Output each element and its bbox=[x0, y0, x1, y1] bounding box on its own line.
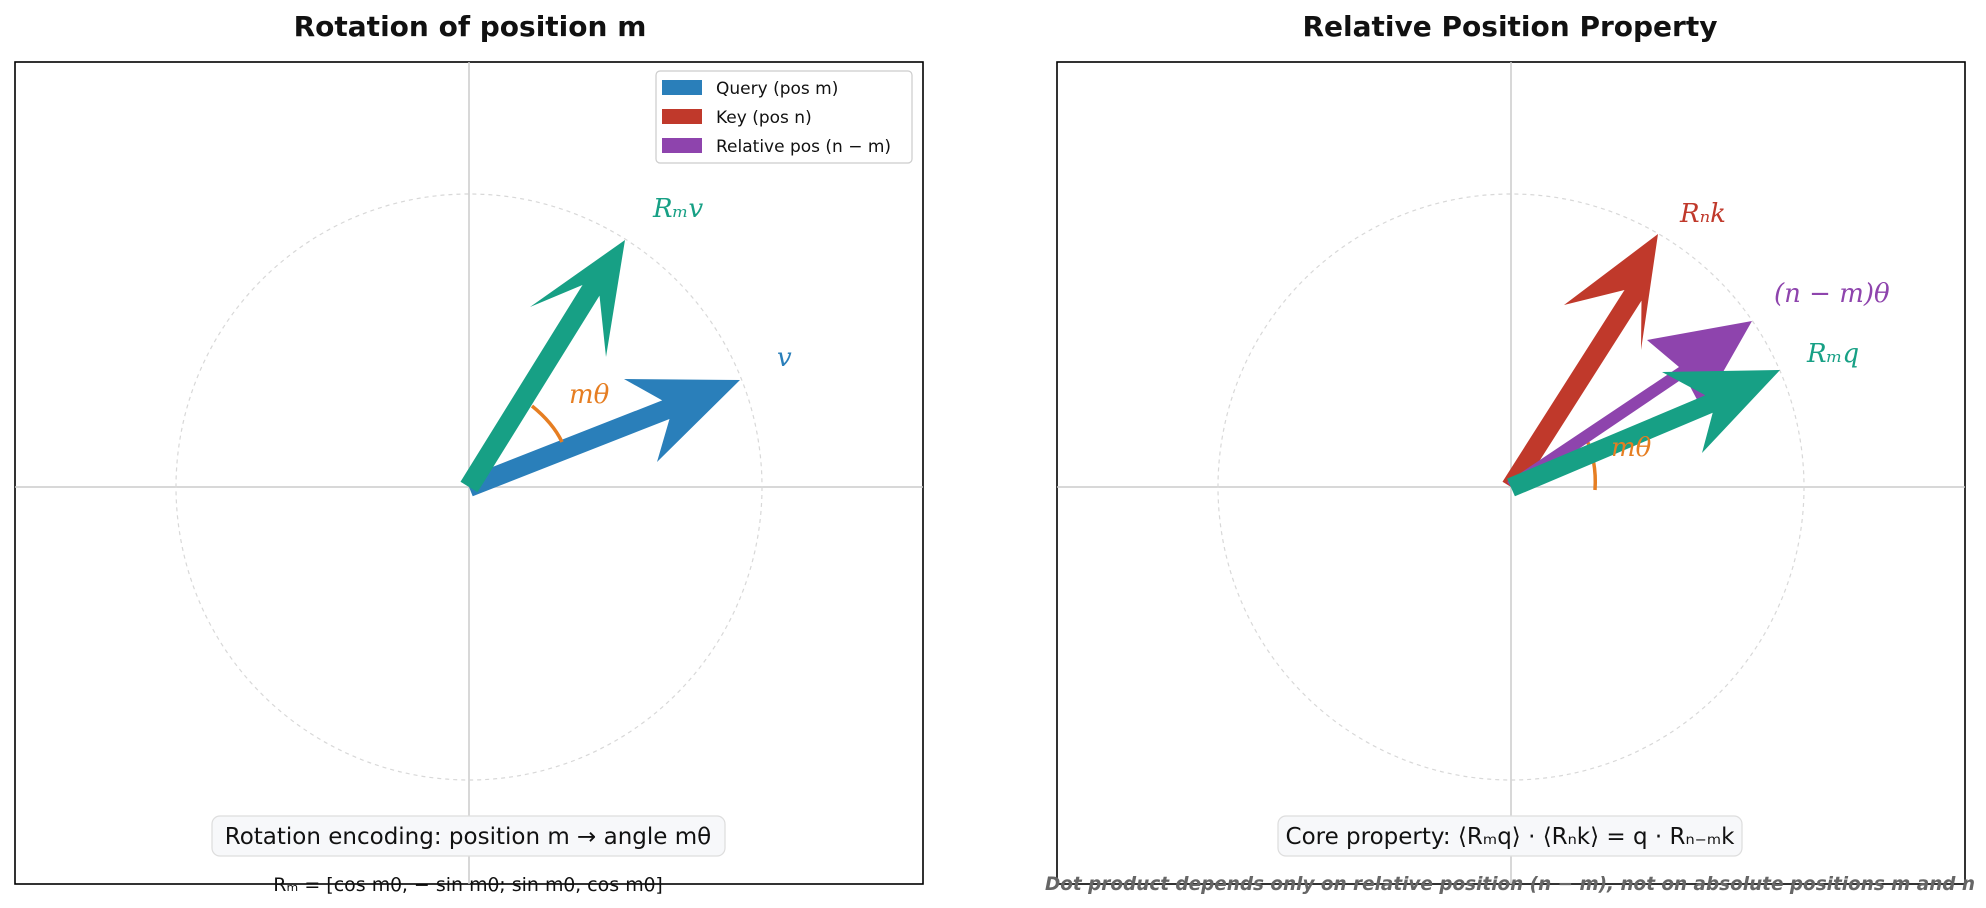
label-v: v bbox=[777, 343, 792, 373]
relative-vector-arrow bbox=[1507, 321, 1752, 492]
left-label-angle: mθ bbox=[569, 380, 610, 410]
label-relative-angle: (n − m)θ bbox=[1774, 279, 1890, 309]
left-info-box bbox=[211, 815, 726, 857]
legend-swatch-relative bbox=[662, 138, 702, 153]
left-unit-circle bbox=[175, 193, 763, 781]
query-vector-rmq-arrow bbox=[1507, 370, 1780, 497]
rotation-matrix-formula: Rₘ = [cos mθ, − sin mθ; sin mθ, cos mθ] bbox=[273, 874, 663, 896]
legend-label-key: Key (pos n) bbox=[716, 108, 812, 128]
key-vector-rnk-arrow bbox=[1502, 234, 1658, 493]
left-panel-title: Rotation of position m bbox=[294, 10, 647, 43]
label-rmq: Rₘq bbox=[1806, 339, 1859, 369]
right-unit-circle bbox=[1217, 193, 1805, 781]
footnote: Dot product depends only on relative pos… bbox=[1045, 873, 1975, 895]
legend-label-query: Query (pos m) bbox=[716, 79, 838, 99]
legend-swatch-key bbox=[662, 109, 702, 124]
legend: Query (pos m) Key (pos n) Relative pos (… bbox=[655, 70, 913, 164]
left-info-text: Rotation encoding: position m → angle mθ bbox=[225, 824, 711, 850]
left-angle-arc bbox=[530, 404, 564, 443]
right-info-text: Core property: ⟨Rₘq⟩ · ⟨Rₙk⟩ = q · Rₙ₋ₘk bbox=[1286, 824, 1736, 850]
query-vector-v-arrow bbox=[465, 379, 740, 497]
right-label-angle: mθ bbox=[1611, 433, 1652, 463]
label-rmv: Rₘv bbox=[652, 194, 704, 224]
legend-box bbox=[655, 70, 913, 164]
label-rnk: Rₙk bbox=[1679, 199, 1726, 229]
right-info-box bbox=[1277, 815, 1743, 857]
rotated-vector-rmv-arrow bbox=[460, 240, 625, 493]
legend-swatch-query bbox=[662, 80, 702, 95]
right-panel-title: Relative Position Property bbox=[1303, 10, 1718, 43]
legend-label-relative: Relative pos (n − m) bbox=[716, 137, 891, 157]
